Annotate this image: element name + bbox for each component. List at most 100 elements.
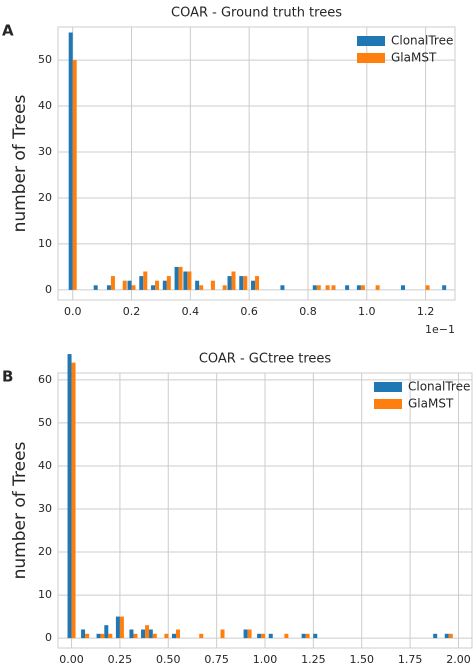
bar [243,276,248,290]
bar [199,633,204,639]
legend-label: GlaMST [391,51,437,65]
y-tick-label: 20 [38,191,52,204]
bar [375,285,380,290]
chart-title: COAR - GCtree trees [199,352,332,367]
bar [183,271,188,290]
bar [231,271,236,290]
x-tick-label: 0.00 [59,653,84,666]
x-tick-label: 1.2 [417,305,435,318]
bar [162,280,167,290]
bar [243,629,248,639]
bar [67,354,72,639]
bar [210,280,215,290]
bar [284,633,289,639]
bar [313,633,318,639]
bar [148,629,153,639]
bar [127,280,132,290]
bar [172,633,177,639]
bar [325,285,330,290]
bar [108,633,113,639]
bar [145,625,150,639]
bar [133,633,138,639]
bar [257,633,262,639]
bar [96,633,101,639]
legend-label: ClonalTree [408,380,470,394]
x-tick-label: 1.00 [253,653,278,666]
bar [195,280,200,290]
bar [247,629,252,639]
x-tick-label: 0.6 [240,305,258,318]
bar [81,629,86,639]
bar [100,633,105,639]
bar [131,285,136,290]
x-tick-label: 1.75 [398,653,423,666]
x-tick-label: 0.25 [108,653,133,666]
bar [187,271,192,290]
y-tick-label: 30 [38,145,52,158]
y-tick-label: 50 [38,53,52,66]
x-tick-label: 0.0 [64,305,82,318]
bar [139,276,144,290]
x-tick-label: 0.50 [156,653,181,666]
bar [122,280,127,290]
y-tick-label: 0 [45,283,52,296]
y-tick-label: 10 [38,588,52,601]
y-axis-label: number of Trees [10,94,30,232]
x-offset-label: 1e−1 [425,323,455,336]
bar [345,285,350,290]
x-tick-label: 2.00 [446,653,471,666]
bar [143,271,148,290]
bar [72,60,77,290]
bar [164,633,169,639]
bar [152,633,157,639]
bar [251,280,256,290]
y-tick-label: 60 [38,373,52,386]
bar [301,633,306,639]
bar [448,633,453,639]
bar [176,629,181,639]
x-tick-label: 0.75 [204,653,229,666]
legend-label: GlaMST [408,397,454,411]
bar [119,616,124,639]
bar [71,362,76,639]
bar [433,633,438,639]
y-tick-label: 40 [38,459,52,472]
legend-swatch [374,399,402,409]
x-tick-label: 1.25 [301,653,326,666]
bar [360,285,365,290]
bar [255,276,260,290]
x-tick-label: 1.50 [349,653,374,666]
bar [444,633,449,639]
y-tick-label: 20 [38,545,52,558]
bar [199,285,204,290]
x-tick-label: 0.2 [123,305,141,318]
legend-swatch [357,53,385,63]
legend-swatch [357,36,385,46]
bar [166,276,171,290]
x-tick-label: 0.8 [299,305,317,318]
bar [425,285,430,290]
x-tick-label: 0.4 [182,305,200,318]
bar [312,285,317,290]
bar [115,616,120,639]
y-tick-label: 50 [38,416,52,429]
bar [110,276,115,290]
plot-area [57,26,456,301]
bar [268,633,273,639]
y-tick-label: 0 [45,631,52,644]
chart-title: COAR - Ground truth trees [171,6,342,21]
bar [106,285,111,290]
bar [68,32,73,290]
y-tick-label: 30 [38,502,52,515]
y-tick-label: 10 [38,237,52,250]
panel-label: A [2,22,14,40]
bar [442,285,447,290]
bar [151,285,156,290]
bar [239,276,244,290]
bar [331,285,336,290]
bar [93,285,98,290]
bar [85,633,90,639]
bar [220,629,225,639]
bar [174,266,179,290]
bar [227,276,232,290]
